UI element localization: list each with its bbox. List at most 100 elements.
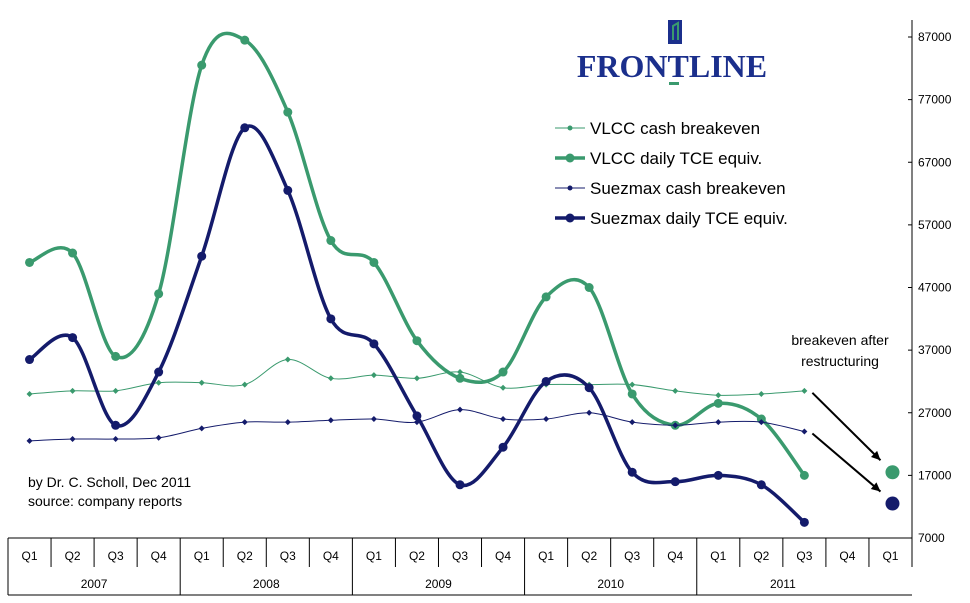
x-tick-label: Q2: [409, 549, 425, 563]
year-label: 2010: [597, 577, 624, 591]
data-point-vlcc-cash-breakeven: [672, 387, 679, 394]
data-point-vlcc-daily-tce-equiv: [111, 351, 121, 361]
legend-label-vlcc-tce: VLCC daily TCE equiv.: [590, 149, 762, 168]
data-point-suezmax-daily-tce-equiv: [283, 185, 293, 195]
legend-label-suezmax-tce: Suezmax daily TCE equiv.: [590, 209, 788, 228]
data-point-vlcc-daily-tce-equiv: [627, 389, 637, 399]
restructuring-point: [885, 465, 900, 480]
logo-underline: [669, 82, 679, 85]
data-point-suezmax-cash-breakeven: [586, 409, 593, 416]
data-point-suezmax-daily-tce-equiv: [154, 367, 164, 377]
data-point-vlcc-daily-tce-equiv: [412, 336, 422, 346]
data-point-vlcc-daily-tce-equiv: [154, 289, 164, 299]
x-tick-label: Q2: [237, 549, 253, 563]
x-tick-label: Q4: [839, 549, 855, 563]
data-point-suezmax-daily-tce-equiv: [25, 355, 35, 365]
data-point-vlcc-cash-breakeven: [629, 381, 636, 388]
y-tick-label: 87000: [918, 30, 952, 44]
data-point-vlcc-daily-tce-equiv: [541, 292, 551, 302]
data-point-suezmax-daily-tce-equiv: [541, 376, 551, 386]
data-point-suezmax-daily-tce-equiv: [68, 333, 78, 343]
credit-line2: source: company reports: [28, 493, 182, 509]
x-tick-label: Q4: [151, 549, 167, 563]
legend: VLCC cash breakeven VLCC daily TCE equiv…: [555, 119, 788, 228]
data-point-suezmax-daily-tce-equiv: [670, 477, 680, 487]
data-point-vlcc-cash-breakeven: [241, 381, 248, 388]
logo-text: FRONTLINE: [577, 48, 767, 84]
x-tick-label: Q1: [22, 549, 38, 563]
data-point-suezmax-cash-breakeven: [284, 419, 291, 426]
data-point-suezmax-daily-tce-equiv: [498, 442, 508, 452]
data-point-vlcc-cash-breakeven: [284, 356, 291, 363]
data-point-suezmax-cash-breakeven: [370, 416, 377, 423]
legend-marker-suezmax-tce: [565, 213, 575, 223]
data-point-suezmax-cash-breakeven: [801, 428, 808, 435]
data-point-suezmax-daily-tce-equiv: [455, 480, 465, 490]
data-point-suezmax-daily-tce-equiv: [799, 517, 809, 527]
data-point-vlcc-daily-tce-equiv: [369, 257, 379, 267]
data-point-vlcc-daily-tce-equiv: [25, 257, 35, 267]
x-tick-label: Q4: [495, 549, 511, 563]
x-tick-label: Q2: [581, 549, 597, 563]
x-tick-label: Q3: [280, 549, 296, 563]
year-label: 2007: [81, 577, 108, 591]
data-point-vlcc-cash-breakeven: [327, 375, 334, 382]
y-tick-label: 7000: [918, 531, 945, 545]
data-point-vlcc-cash-breakeven: [500, 384, 507, 391]
data-point-vlcc-cash-breakeven: [457, 369, 463, 376]
x-tick-label: Q3: [796, 549, 812, 563]
data-point-vlcc-cash-breakeven: [370, 372, 377, 379]
data-point-suezmax-cash-breakeven: [198, 425, 205, 432]
data-point-vlcc-cash-breakeven: [758, 390, 765, 397]
restructuring-arrow-head: [871, 450, 881, 461]
year-label: 2009: [425, 577, 452, 591]
x-tick-label: Q2: [753, 549, 769, 563]
data-point-suezmax-cash-breakeven: [155, 434, 162, 441]
y-tick-label: 37000: [918, 343, 952, 357]
y-tick-label: 67000: [918, 155, 952, 169]
data-point-vlcc-cash-breakeven: [801, 387, 808, 394]
data-point-suezmax-cash-breakeven: [672, 422, 679, 429]
data-point-suezmax-daily-tce-equiv: [326, 314, 336, 324]
restructuring-arrow-shaft: [811, 392, 882, 461]
logo-emblem: [668, 20, 682, 44]
data-point-vlcc-daily-tce-equiv: [197, 60, 207, 70]
y-tick-label: 77000: [918, 93, 952, 107]
data-point-vlcc-cash-breakeven: [413, 375, 420, 382]
x-tick-label: Q3: [624, 549, 640, 563]
data-point-vlcc-daily-tce-equiv: [326, 236, 336, 246]
restructuring-note-line2: restructuring: [801, 353, 879, 369]
data-point-suezmax-cash-breakeven: [69, 436, 76, 443]
data-point-suezmax-daily-tce-equiv: [240, 123, 250, 133]
data-point-vlcc-daily-tce-equiv: [799, 470, 809, 480]
legend-label-vlcc-cash: VLCC cash breakeven: [590, 119, 760, 138]
data-point-suezmax-cash-breakeven: [758, 419, 765, 426]
series-line-vlcc-daily-tce-equiv: [28, 31, 806, 477]
data-point-suezmax-cash-breakeven: [543, 416, 550, 423]
data-point-vlcc-daily-tce-equiv: [283, 107, 293, 117]
legend-marker-suezmax-cash: [567, 185, 573, 191]
year-label: 2008: [253, 577, 280, 591]
data-point-vlcc-cash-breakeven: [715, 392, 722, 399]
y-tick-label: 17000: [918, 468, 952, 482]
credit-line1: by Dr. C. Scholl, Dec 2011: [28, 474, 191, 490]
restructuring-note-line1: breakeven after: [791, 332, 889, 348]
data-point-vlcc-cash-breakeven: [198, 379, 205, 386]
legend-marker-vlcc-cash: [567, 125, 573, 131]
axes: [7, 20, 913, 596]
data-point-suezmax-cash-breakeven: [26, 437, 33, 444]
data-point-suezmax-cash-breakeven: [327, 417, 334, 424]
restructuring-arrow-head: [870, 482, 881, 492]
data-point-vlcc-daily-tce-equiv: [756, 414, 766, 424]
data-point-suezmax-daily-tce-equiv: [713, 470, 723, 480]
y-ticks: 7000 17000 27000 37000 47000 57000 67000 77000 8…: [908, 30, 952, 545]
legend-marker-vlcc-tce: [565, 153, 575, 163]
y-tick-label: 47000: [918, 281, 952, 295]
year-label: 2011: [770, 577, 796, 591]
frontline-logo: FRONTLINE: [577, 20, 767, 85]
x-tick-label: Q1: [710, 549, 726, 563]
data-point-vlcc-daily-tce-equiv: [68, 248, 78, 258]
x-ticks: Q1 Q2 Q3 Q4 Q1 Q2 Q3 Q4 Q1 Q2 Q3 Q4 Q1 Q2 Q3 Q4 Q1 Q2 Q3 Q4…: [7, 538, 913, 595]
x-tick-label: Q3: [108, 549, 124, 563]
